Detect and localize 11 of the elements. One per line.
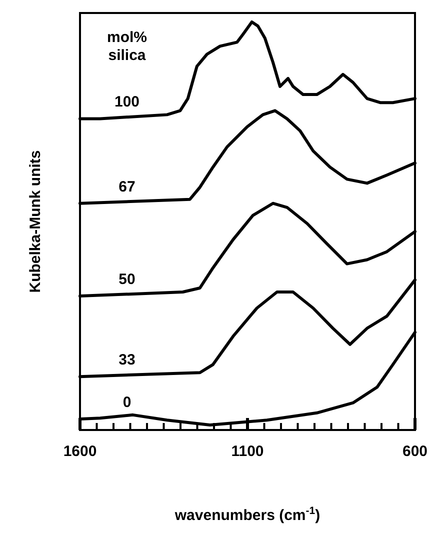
x-axis-title: wavenumbers (cm$^{-1}$) bbox=[174, 505, 320, 524]
series-label: 0 bbox=[122, 394, 132, 411]
series-label: 100 bbox=[114, 94, 140, 111]
x-tick-label: 1100 bbox=[231, 443, 264, 460]
x-tick-label: 1600 bbox=[63, 443, 97, 460]
series-label: 50 bbox=[118, 271, 136, 288]
y-axis-title: Kubelka-Munk units bbox=[27, 150, 44, 293]
legend-title: mol% silica bbox=[106, 29, 148, 64]
x-tick-label: 600 bbox=[402, 443, 428, 460]
series-label: 33 bbox=[118, 352, 136, 369]
series-label: 67 bbox=[118, 178, 136, 196]
